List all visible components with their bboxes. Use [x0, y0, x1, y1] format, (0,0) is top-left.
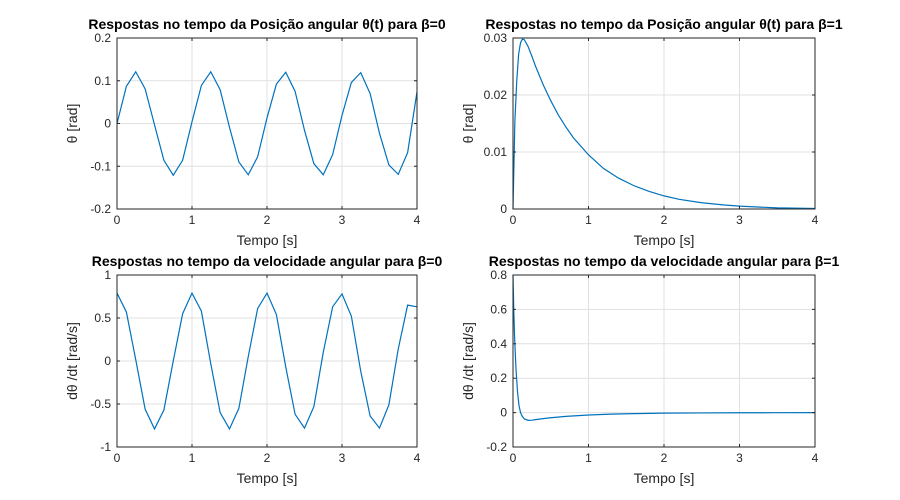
chart-0-title: Respostas no tempo da Posição angular θ(… [88, 16, 445, 32]
chart-0-y-tick-label: 0.2 [94, 31, 111, 45]
chart-3-y-tick-label: 0.6 [490, 302, 507, 316]
chart-2-y-tick-label: -0.5 [90, 397, 111, 411]
chart-3-y-tick-label: 0.8 [490, 268, 507, 282]
chart-1-x-tick-label: 4 [812, 213, 819, 227]
chart-1-x-axis-label: Tempo [s] [634, 232, 695, 248]
chart-3-y-tick-label: -0.2 [486, 440, 507, 454]
chart-3-title: Respostas no tempo da velocidade angular… [489, 253, 840, 269]
chart-0-x-tick-label: 0 [114, 213, 121, 227]
chart-1-x-tick-label: 0 [510, 213, 517, 227]
chart-0-x-axis-label: Tempo [s] [237, 232, 298, 248]
chart-0-y-tick-label: 0 [104, 117, 111, 131]
chart-3-y-tick-label: 0 [500, 406, 507, 420]
chart-3-y-tick-label: 0.2 [490, 371, 507, 385]
chart-3-x-axis-label: Tempo [s] [634, 470, 695, 486]
chart-1-title: Respostas no tempo da Posição angular θ(… [485, 16, 842, 32]
chart-2-x-tick-label: 0 [114, 451, 121, 465]
chart-2-x-axis-label: Tempo [s] [237, 470, 298, 486]
chart-3-x-tick-label: 2 [661, 451, 668, 465]
chart-1-y-tick-label: 0.03 [484, 31, 508, 45]
chart-3-x-tick-label: 3 [736, 451, 743, 465]
chart-0-x-tick-label: 4 [414, 213, 421, 227]
chart-2-series-line [116, 291, 418, 431]
chart-0-x-tick-label: 3 [339, 213, 346, 227]
chart-0-x-tick-label: 2 [264, 213, 271, 227]
chart-3-series-line [512, 274, 816, 421]
chart-2-y-tick-label: 1 [104, 268, 111, 282]
chart-1-y-axis-label: θ [rad] [460, 104, 476, 144]
chart-2-title: Respostas no tempo da velocidade angular… [92, 253, 443, 269]
chart-0-y-tick-label: -0.1 [90, 159, 111, 173]
chart-0-series-line [116, 70, 418, 177]
chart-2-y-tick-label: 0.5 [94, 311, 111, 325]
chart-2-x-tick-label: 1 [189, 451, 196, 465]
chart-1-x-tick-label: 3 [736, 213, 743, 227]
chart-3-x-tick-label: 1 [585, 451, 592, 465]
chart-2-x-tick-label: 4 [414, 451, 421, 465]
chart-3-y-tick-label: 0.4 [490, 337, 507, 351]
chart-1-y-tick-label: 0.01 [484, 145, 508, 159]
chart-0-y-tick-label: 0.1 [94, 74, 111, 88]
chart-1-series-line [512, 38, 816, 210]
chart-2-y-tick-label: -1 [100, 440, 111, 454]
chart-3-x-tick-label: 0 [510, 451, 517, 465]
chart-2-y-tick-label: 0 [104, 354, 111, 368]
chart-1-x-tick-label: 1 [585, 213, 592, 227]
chart-1-x-tick-label: 2 [661, 213, 668, 227]
chart-3-x-tick-label: 4 [812, 451, 819, 465]
chart-0-x-tick-label: 1 [189, 213, 196, 227]
chart-2-x-tick-label: 2 [264, 451, 271, 465]
chart-2-x-tick-label: 3 [339, 451, 346, 465]
chart-1-y-tick-label: 0.02 [484, 88, 508, 102]
chart-3-y-axis-label: dθ /dt [rad/s] [460, 322, 476, 400]
chart-2-y-axis-label: dθ /dt [rad/s] [64, 322, 80, 400]
chart-1-y-tick-label: 0 [500, 202, 507, 216]
chart-0-y-tick-label: -0.2 [90, 202, 111, 216]
chart-0-y-axis-label: θ [rad] [64, 104, 80, 144]
